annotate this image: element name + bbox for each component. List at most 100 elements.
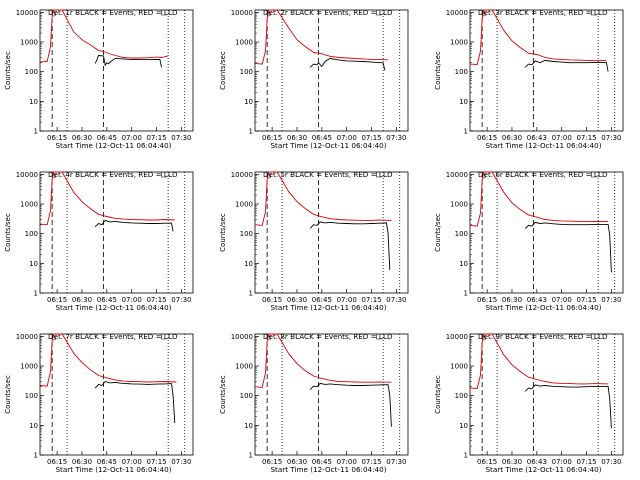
x-tick-label: 07:15: [576, 458, 596, 466]
x-axis-label: Start Time (12-Oct-11 06:04:40): [486, 303, 602, 312]
plot-frame: [469, 9, 624, 132]
y-tick-label: 10: [244, 260, 253, 268]
y-tick-label: 1000: [450, 201, 468, 209]
y-tick-label: 100: [455, 392, 468, 400]
x-tick-label: 07:15: [576, 134, 596, 142]
y-tick-label: 10000: [16, 9, 38, 17]
x-tick-label: 07:15: [361, 458, 381, 466]
detector-panel: Det. 4r BLACK = Events, RED = LLD 1 10 100 1…: [4, 170, 194, 312]
top-marker: [51, 11, 57, 17]
top-marker: [591, 10, 597, 16]
y-tick-label: 10000: [446, 333, 468, 341]
x-axis-label: Start Time (12-Oct-11 06:04:40): [271, 303, 387, 312]
y-tick-label: 1: [34, 290, 38, 298]
x-tick-label: 06:15: [47, 458, 67, 466]
x-tick-label: 06:15: [262, 458, 282, 466]
y-tick-label: 10: [459, 260, 468, 268]
x-axis-label: Start Time (12-Oct-11 06:04:40): [271, 465, 387, 474]
panel-title: Det. 4r BLACK = Events, RED = LLD: [48, 170, 178, 179]
events-series-line: [524, 221, 612, 273]
plot-frame: [39, 171, 194, 294]
x-axis-label: Start Time (12-Oct-11 06:04:40): [486, 141, 602, 150]
events-series-line: [524, 384, 612, 429]
x-tick-label: 06:43: [527, 296, 547, 304]
y-tick-label: 10000: [231, 9, 253, 17]
x-tick-label: 07:30: [171, 134, 191, 142]
y-tick-label: 100: [455, 230, 468, 238]
top-marker: [51, 335, 57, 341]
top-marker: [161, 10, 167, 16]
y-tick-label: 1: [34, 452, 38, 460]
y-axis-label: Counts/sec: [434, 213, 442, 252]
y-tick-label: 1000: [20, 363, 38, 371]
x-tick-label: 06:15: [262, 296, 282, 304]
x-tick-label: 07:15: [361, 134, 381, 142]
y-tick-label: 10000: [231, 333, 253, 341]
x-tick-label: 06:45: [312, 296, 332, 304]
y-axis-label: Counts/sec: [434, 51, 442, 90]
y-tick-label: 100: [455, 68, 468, 76]
y-tick-label: 1: [249, 128, 253, 136]
top-marker: [376, 10, 382, 16]
y-tick-label: 10: [459, 422, 468, 430]
y-tick-label: 1000: [235, 39, 253, 47]
y-tick-label: 1: [34, 128, 38, 136]
plot-frame: [39, 9, 194, 132]
events-series-line: [309, 57, 386, 71]
x-tick-label: 07:00: [337, 458, 357, 466]
x-tick-label: 07:30: [601, 458, 621, 466]
x-tick-label: 06:30: [502, 134, 522, 142]
y-tick-label: 100: [240, 68, 253, 76]
top-marker: [591, 334, 597, 340]
x-tick-label: 06:43: [527, 458, 547, 466]
x-tick-label: 07:00: [122, 296, 142, 304]
x-tick-label: 07:15: [146, 458, 166, 466]
plot-frame: [254, 9, 409, 132]
top-marker: [266, 173, 272, 179]
y-tick-label: 100: [25, 392, 38, 400]
panel-title: Det. 5r BLACK = Events, RED = LLD: [263, 170, 393, 179]
x-tick-label: 06:45: [312, 134, 332, 142]
y-tick-label: 1000: [235, 363, 253, 371]
top-marker: [591, 172, 597, 178]
x-tick-label: 06:15: [262, 134, 282, 142]
y-axis-label: Counts/sec: [219, 51, 227, 90]
lld-series-line: [469, 9, 607, 65]
x-tick-label: 07:15: [146, 296, 166, 304]
plot-frame: [39, 333, 194, 456]
y-axis-label: Counts/sec: [4, 375, 12, 414]
x-tick-label: 06:45: [312, 458, 332, 466]
x-tick-label: 07:15: [361, 296, 381, 304]
x-tick-label: 06:15: [477, 296, 497, 304]
lld-series-line: [39, 333, 177, 387]
panel-title: Det. 8r BLACK = Events, RED = LLD: [263, 332, 393, 341]
x-tick-label: 06:45: [97, 134, 117, 142]
x-tick-label: 06:15: [47, 296, 67, 304]
x-tick-label: 06:30: [502, 458, 522, 466]
y-tick-label: 10: [244, 98, 253, 106]
events-series-line: [524, 59, 609, 72]
x-tick-label: 07:00: [122, 134, 142, 142]
x-tick-label: 07:30: [171, 458, 191, 466]
y-tick-label: 10: [244, 422, 253, 430]
y-tick-label: 10000: [231, 171, 253, 179]
y-tick-label: 1000: [450, 363, 468, 371]
panel-title: Det. 3r BLACK = Events, RED = LLD: [478, 8, 608, 17]
events-series-line: [94, 380, 176, 424]
top-marker: [51, 173, 57, 179]
y-axis-label: Counts/sec: [4, 213, 12, 252]
x-tick-label: 06:45: [97, 458, 117, 466]
detector-panel: Det. 1r BLACK = Events, RED = LLD 1 10 100 1…: [4, 8, 194, 150]
lld-series-line: [254, 9, 389, 65]
y-tick-label: 1: [249, 452, 253, 460]
y-tick-label: 100: [25, 68, 38, 76]
detector-panel: Det. 5r BLACK = Events, RED = LLD 1 10 100 1…: [219, 170, 409, 312]
detector-panel: Det. 8r BLACK = Events, RED = LLD 1 10 100 1…: [219, 332, 409, 474]
x-axis-label: Start Time (12-Oct-11 06:04:40): [486, 465, 602, 474]
detector-panel: Det. 9r BLACK = Events, RED = LLD 1 10 100 1…: [434, 332, 624, 474]
events-series-line: [309, 221, 391, 270]
x-tick-label: 06:30: [72, 296, 92, 304]
x-tick-label: 07:00: [552, 458, 572, 466]
lld-series-line: [39, 171, 175, 226]
panel-title: Det. 7r BLACK = Events, RED = LLD: [48, 332, 178, 341]
